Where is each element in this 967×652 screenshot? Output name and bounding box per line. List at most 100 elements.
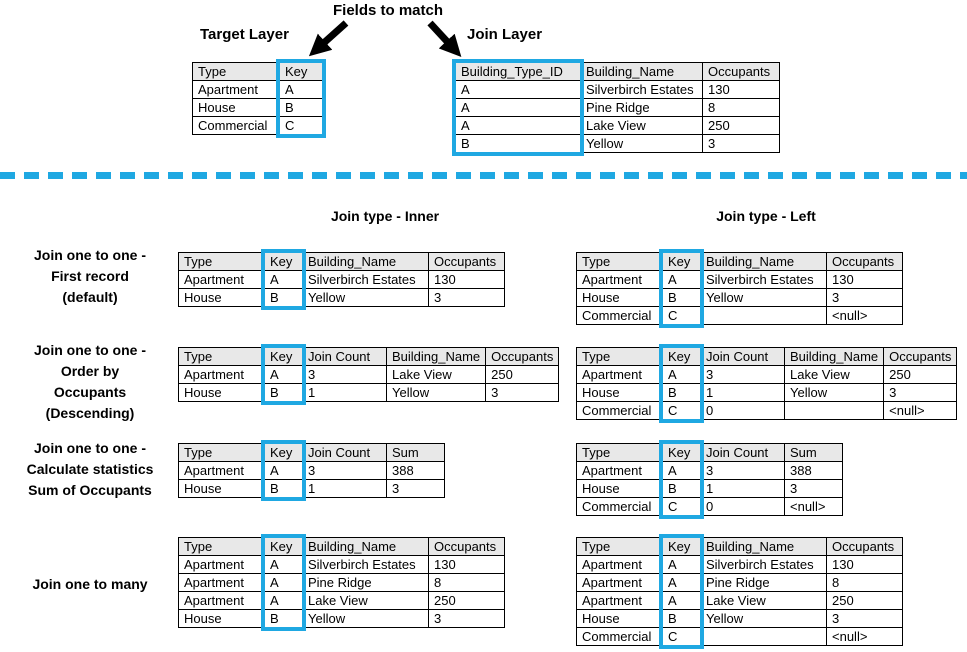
table-cell: Pine Ridge [700,573,827,592]
table-cell: <null> [826,627,903,646]
example-label-line: Join one to one - [34,247,146,263]
table-cell: B [264,383,303,402]
table-cell: B [662,383,701,402]
table-cell: Apartment [576,270,663,289]
table-row: Apartment A Silverbirch Estates 130 [576,555,903,574]
table-cell: Apartment [576,365,663,384]
table-cell: 0 [700,401,785,420]
inner-first-record-table: Type Key Building_Name Occupants Apartment A S… [178,252,505,307]
left-one-to-many-table: Type Key Building_Name Occupants Apartment A S… [576,537,903,646]
table-cell: Silverbirch Estates [700,555,827,574]
table-cell: 130 [826,555,903,574]
section-divider [0,172,967,179]
table-cell: 130 [702,80,780,99]
fields-to-match-title: Fields to match [332,2,444,19]
table-cell: Lake View [580,116,703,135]
arrow-to-join-key [427,20,462,57]
fields-to-match-arrows [308,20,462,57]
table-cell: Commercial [192,116,280,135]
table-row: House B 1 3 [576,479,843,498]
table-cell: A [662,591,701,610]
column-header: Type [576,347,663,366]
table-header-row: Type Key Building_Name Occupants [576,537,903,556]
table-cell: 3 [386,479,445,498]
column-header: Building_Name [700,252,827,271]
table-cell: 250 [702,116,780,135]
table-cell: 3 [826,288,903,307]
table-cell: Yellow [700,288,827,307]
table-cell: A [662,270,701,289]
table-cell: A [264,365,303,384]
column-header: Occupants [826,252,903,271]
join-layer-title: Join Layer [467,26,543,43]
table-row: Apartment A Lake View 250 [178,591,505,610]
table-cell: 3 [700,365,785,384]
table-cell: Silverbirch Estates [302,270,429,289]
column-header: Occupants [428,252,505,271]
example-label-line: First record [51,268,129,284]
column-header: Key [662,443,701,462]
table-cell: B [264,288,303,307]
table-cell: 1 [302,479,387,498]
column-header: Join Count [700,443,785,462]
table-row: Apartment A [192,80,323,99]
target-layer-table: Type Key Apartment A House B Commercial C [192,62,323,135]
table-cell: Yellow [302,609,429,628]
table-header-row: Type Key Join Count Building_Name Occupants [178,347,560,366]
column-header: Type [576,252,663,271]
table-cell: C [662,401,701,420]
table-cell: A [264,461,303,480]
example-label-line: Occupants [53,384,127,400]
column-header: Join Count [302,347,387,366]
table-cell: Yellow [700,609,827,628]
column-header: Type [178,537,265,556]
column-header: Sum [386,443,445,462]
column-header: Building_Name [302,537,429,556]
table-header-row: Type Key Building_Name Occupants [576,252,903,271]
example-label-line: Calculate statistics [26,461,154,477]
inner-statistics-table: Type Key Join Count Sum Apartment A 3 388 House B… [178,443,445,498]
join-type-left-title: Join type - Left [716,208,816,224]
table-header-row: Type Key Join Count Building_Name Occupants [576,347,958,366]
column-header: Occupants [485,347,560,366]
table-cell: 130 [428,555,505,574]
table-row: Apartment A 3 Lake View 250 [178,365,560,384]
table-cell: A [264,555,303,574]
target-layer-table-wrap: Type Key Apartment A House B Commercial C [192,59,326,138]
table-cell: Apartment [576,591,663,610]
left-one-to-many-table-wrap: Type Key Building_Name Occupants Apartment A S… [576,534,903,649]
example-label-line: Sum of Occupants [28,482,152,498]
table-cell: 8 [826,573,903,592]
example-label-line: (default) [62,289,118,305]
table-cell: 388 [784,461,843,480]
table-cell: Apartment [576,573,663,592]
left-statistics-table: Type Key Join Count Sum Apartment A 3 388 House B… [576,443,843,516]
example-label-one-to-many: Join one to many [2,574,178,595]
table-cell: Apartment [192,80,280,99]
table-cell: A [662,365,701,384]
table-cell: 250 [826,591,903,610]
table-cell: House [192,98,280,117]
table-cell: House [576,479,663,498]
table-header-row: Type Key Building_Name Occupants [178,537,505,556]
table-cell: Silverbirch Estates [580,80,703,99]
table-cell: Pine Ridge [580,98,703,117]
table-cell [700,627,827,646]
example-label-statistics: Join one to one - Calculate statistics S… [2,438,178,501]
table-cell: C [662,497,701,516]
inner-order-by-table: Type Key Join Count Building_Name Occupants A… [178,347,560,402]
table-cell: Commercial [576,627,663,646]
table-cell: House [178,609,265,628]
target-layer-title: Target Layer [200,26,289,43]
table-row: Commercial C 0 <null> [576,401,958,420]
table-row: House B [192,98,323,117]
table-cell: A [264,270,303,289]
table-cell: Apartment [178,461,265,480]
table-row: House B 1 3 [178,479,445,498]
table-row: Apartment A Silverbirch Estates 130 [178,270,505,289]
table-cell: B [279,98,323,117]
left-first-record-table-wrap: Type Key Building_Name Occupants Apartment A S… [576,249,903,328]
table-row: Apartment A Silverbirch Estates 130 [576,270,903,289]
table-row: Apartment A 3 Lake View 250 [576,365,958,384]
table-row: Commercial C 0 <null> [576,497,843,516]
